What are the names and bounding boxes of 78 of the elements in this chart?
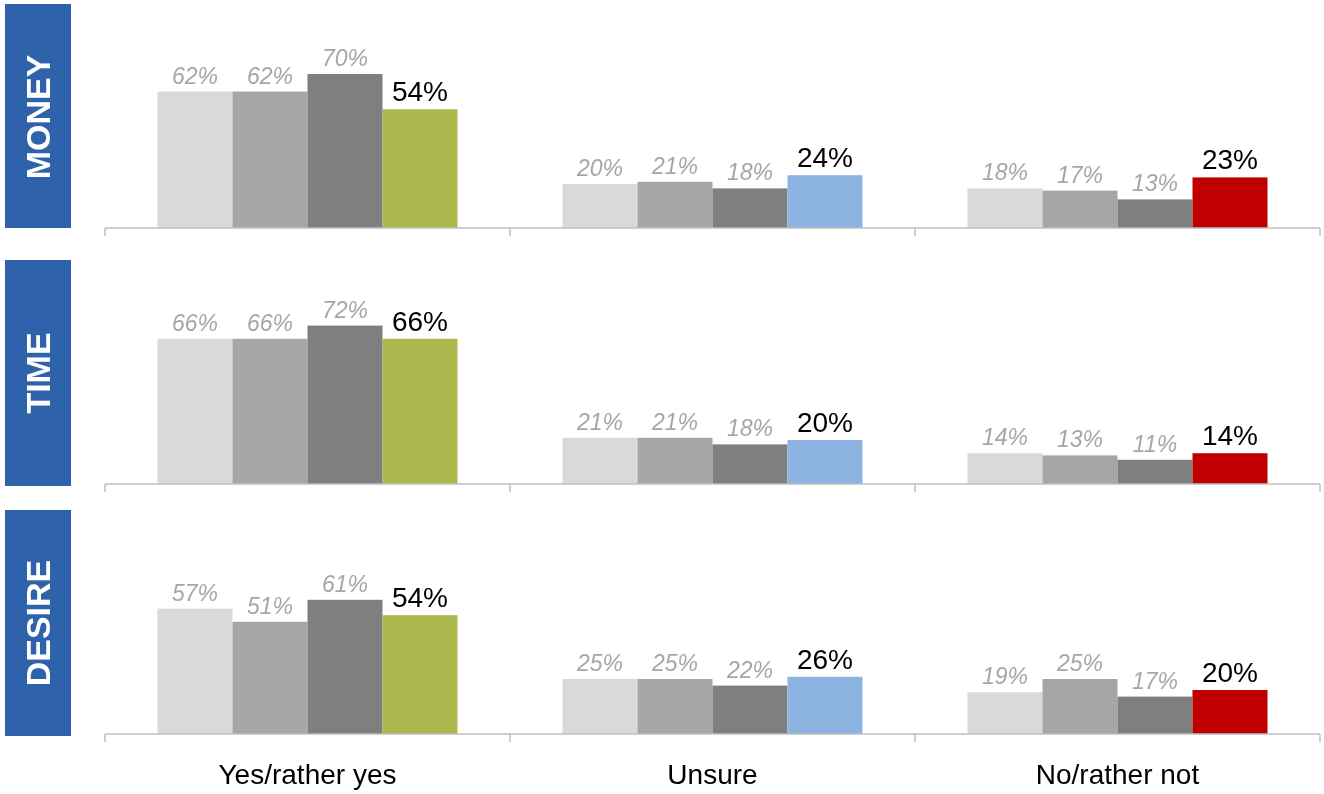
bar <box>1117 459 1193 484</box>
text: TIME <box>19 332 57 414</box>
bar <box>157 338 233 484</box>
bar <box>382 109 458 228</box>
bar <box>637 437 713 484</box>
data-label: 54% <box>391 582 449 614</box>
x-tick-label: No/rather not <box>1035 759 1200 790</box>
data-label: 66% <box>246 309 294 336</box>
data-label: 21% <box>575 408 624 435</box>
data-label: 22% <box>725 656 774 683</box>
bar <box>1117 199 1193 228</box>
bar <box>967 692 1043 734</box>
data-label: 25% <box>650 650 699 676</box>
data-label: 20% <box>1201 657 1259 688</box>
data-label: 14% <box>981 424 1029 451</box>
data-label: 13% <box>1056 426 1104 453</box>
data-label: 18% <box>981 159 1029 186</box>
data-label: 11% <box>1132 430 1178 457</box>
data-label: 61% <box>321 570 369 597</box>
data-label: 72% <box>321 296 369 323</box>
bar <box>967 188 1043 228</box>
bar <box>712 685 788 734</box>
bar <box>157 91 233 228</box>
x-tick-label: Yes/rather yes <box>218 759 397 790</box>
data-label: 25% <box>1055 650 1104 676</box>
bar <box>967 453 1043 484</box>
bar <box>382 338 458 484</box>
data-label: 62% <box>246 62 294 89</box>
bar <box>562 184 638 228</box>
data-label: 51% <box>246 592 294 619</box>
bar <box>787 175 863 228</box>
bar <box>637 181 713 228</box>
data-label: 26% <box>796 643 854 675</box>
data-label: 25% <box>575 650 624 676</box>
bar <box>562 437 638 484</box>
bar <box>1117 696 1193 734</box>
x-tick-label: Unsure <box>667 759 758 790</box>
bar <box>787 676 863 734</box>
bar <box>307 325 383 484</box>
bar <box>232 621 308 734</box>
chart-title: DESIRE <box>19 559 57 687</box>
bar <box>1042 455 1118 484</box>
data-label: 54% <box>391 76 449 108</box>
data-label: 24% <box>796 142 854 174</box>
bar <box>637 679 713 734</box>
data-label: 62% <box>171 62 219 89</box>
bar <box>787 440 863 484</box>
bar <box>307 599 383 734</box>
data-label: 18% <box>726 159 774 186</box>
bar <box>157 608 233 734</box>
data-label: 14% <box>1201 420 1259 452</box>
data-label: 66% <box>171 309 219 336</box>
data-label: 13% <box>1131 170 1179 197</box>
bar <box>232 338 308 484</box>
data-label: 57% <box>171 579 219 606</box>
bar <box>1192 690 1268 734</box>
bar <box>1042 190 1118 228</box>
data-label: 19% <box>981 663 1029 690</box>
bar <box>382 615 458 734</box>
bar <box>307 74 383 228</box>
text: MONEY <box>19 54 57 180</box>
data-label: 23% <box>1201 144 1259 176</box>
data-label: 21% <box>650 408 699 435</box>
bar <box>1192 453 1268 484</box>
bar <box>712 188 788 228</box>
bar <box>562 679 638 734</box>
bar <box>1042 679 1118 734</box>
data-label: 21% <box>650 152 699 179</box>
bar <box>1192 177 1268 228</box>
data-label: 70% <box>321 45 369 71</box>
data-label: 17% <box>1056 161 1104 188</box>
bar <box>712 444 788 484</box>
data-label: 66% <box>391 305 449 337</box>
data-label: 20% <box>575 155 624 181</box>
bar <box>232 91 308 228</box>
data-label: 20% <box>796 407 854 438</box>
data-label: 17% <box>1131 667 1179 694</box>
data-label: 18% <box>726 415 774 442</box>
